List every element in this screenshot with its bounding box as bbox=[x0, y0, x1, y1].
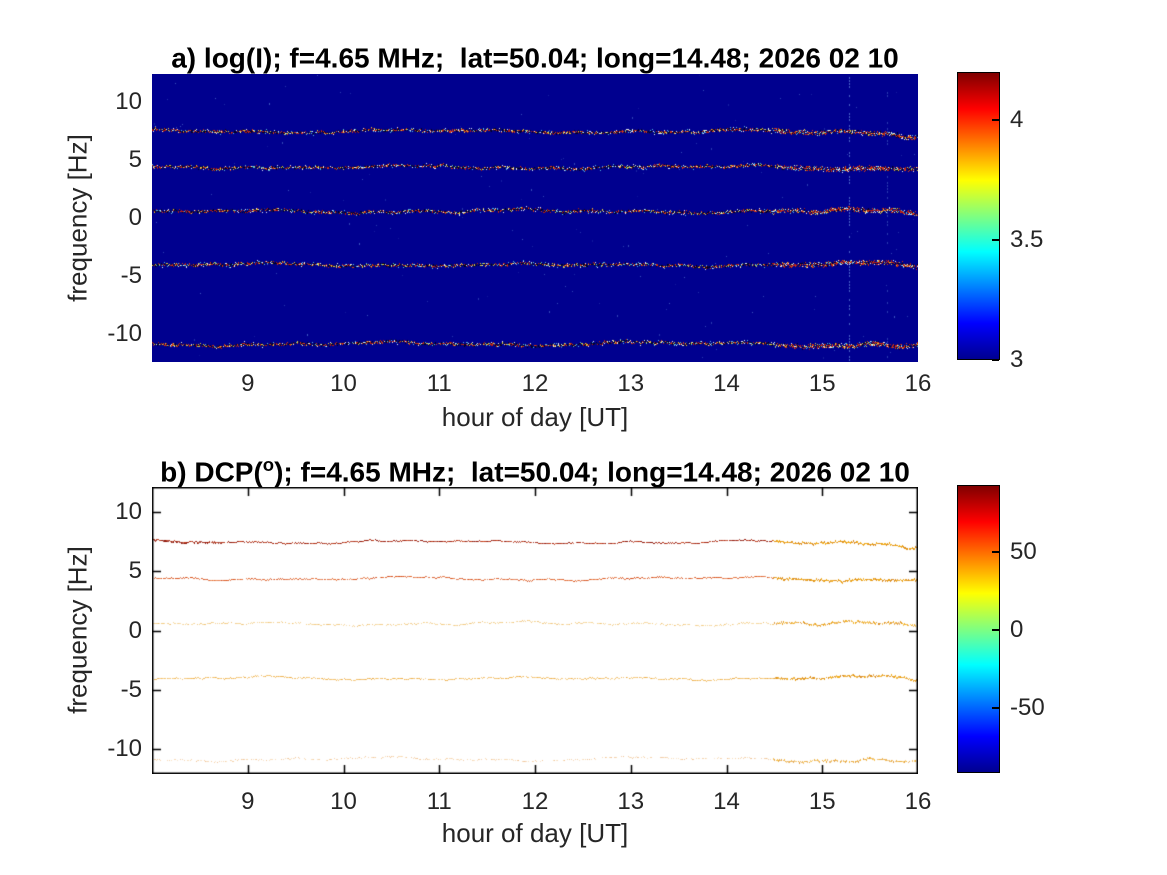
panel-b-colorbar-tickmark bbox=[992, 550, 999, 553]
panel-a-y-tick--10: -10 bbox=[107, 320, 142, 348]
panel-a-x-tick-12: 12 bbox=[521, 370, 549, 397]
panel-a-x-axis-label: hour of day [UT] bbox=[441, 402, 629, 432]
panel-b-x-tick-9: 9 bbox=[241, 788, 255, 815]
panel-b-y-tick-5: 5 bbox=[128, 557, 142, 585]
panel-b-title-superscript: o bbox=[262, 454, 275, 475]
panel-a-y-tick-5: 5 bbox=[128, 145, 142, 173]
panel-b-y-tick-0: 0 bbox=[128, 616, 142, 644]
panel-a-x-tick-16: 16 bbox=[904, 370, 932, 397]
panel-b-x-tick-14: 14 bbox=[713, 788, 740, 815]
panel-b-colorbar-tick--50: -50 bbox=[1010, 694, 1045, 722]
panel-b-x-tick-13: 13 bbox=[617, 788, 645, 815]
panel-a-colorbar-tickmark bbox=[992, 359, 999, 361]
panel-b-x-tick-15: 15 bbox=[808, 788, 836, 815]
panel-b-colorbar-tick-50: 50 bbox=[1010, 537, 1037, 565]
panel-a-x-tick-10: 10 bbox=[330, 370, 357, 397]
panel-a-colorbar-tick-4: 4 bbox=[1010, 106, 1024, 133]
panel-b-title-rest: ); f=4.65 MHz; lat=50.04; long=14.48; 20… bbox=[274, 456, 910, 488]
panel-a-colorbar-tick-3.5: 3.5 bbox=[1010, 226, 1044, 253]
panel-a-x-tick-9: 9 bbox=[241, 370, 255, 397]
panel-b-title: b) DCP(o); f=4.65 MHz; lat=50.04; long=1… bbox=[152, 450, 918, 487]
panel-b-x-axis-label: hour of day [UT] bbox=[441, 818, 629, 848]
panel-a-colorbar-tickmark bbox=[992, 239, 999, 241]
panel-a-y-tick-0: 0 bbox=[128, 204, 142, 231]
panel-a-title-text: a) log(I); f=4.65 MHz; lat=50.04; long=1… bbox=[171, 42, 899, 74]
panel-b-spectrogram-plot[interactable] bbox=[152, 487, 918, 774]
panel-b-colorbar-tick-0: 0 bbox=[1010, 615, 1024, 643]
panel-b-x-tick-11: 11 bbox=[426, 788, 452, 815]
panel-b-y-tick-10: 10 bbox=[115, 497, 142, 525]
panel-a-colorbar-tick-3: 3 bbox=[1010, 346, 1024, 373]
panel-a-y-tick-10: 10 bbox=[115, 87, 142, 115]
panel-a-x-tick-14: 14 bbox=[713, 370, 740, 397]
panel-b-colorbar-tickmark bbox=[992, 628, 999, 631]
panel-a-spectrogram-plot[interactable] bbox=[152, 74, 918, 362]
panel-a-colorbar-tickmark bbox=[992, 119, 999, 121]
panel-b-y-tick--10: -10 bbox=[107, 735, 142, 763]
panel-a-x-tick-11: 11 bbox=[426, 370, 452, 397]
panel-a-colorbar bbox=[957, 72, 1000, 360]
panel-b-x-tick-10: 10 bbox=[330, 788, 357, 815]
panel-b-x-tick-12: 12 bbox=[521, 788, 549, 815]
panel-b-colorbar-tickmark bbox=[992, 707, 999, 710]
panel-a-y-tick--5: -5 bbox=[120, 262, 142, 290]
panel-b-title-text: b) DCP( bbox=[160, 456, 263, 488]
panel-a-title: a) log(I); f=4.65 MHz; lat=50.04; long=1… bbox=[152, 36, 918, 73]
panel-b-x-tick-16: 16 bbox=[904, 788, 932, 815]
panel-b-y-tick--5: -5 bbox=[120, 675, 142, 703]
panel-a-x-tick-15: 15 bbox=[808, 370, 836, 397]
panel-a-x-tick-13: 13 bbox=[617, 370, 645, 397]
